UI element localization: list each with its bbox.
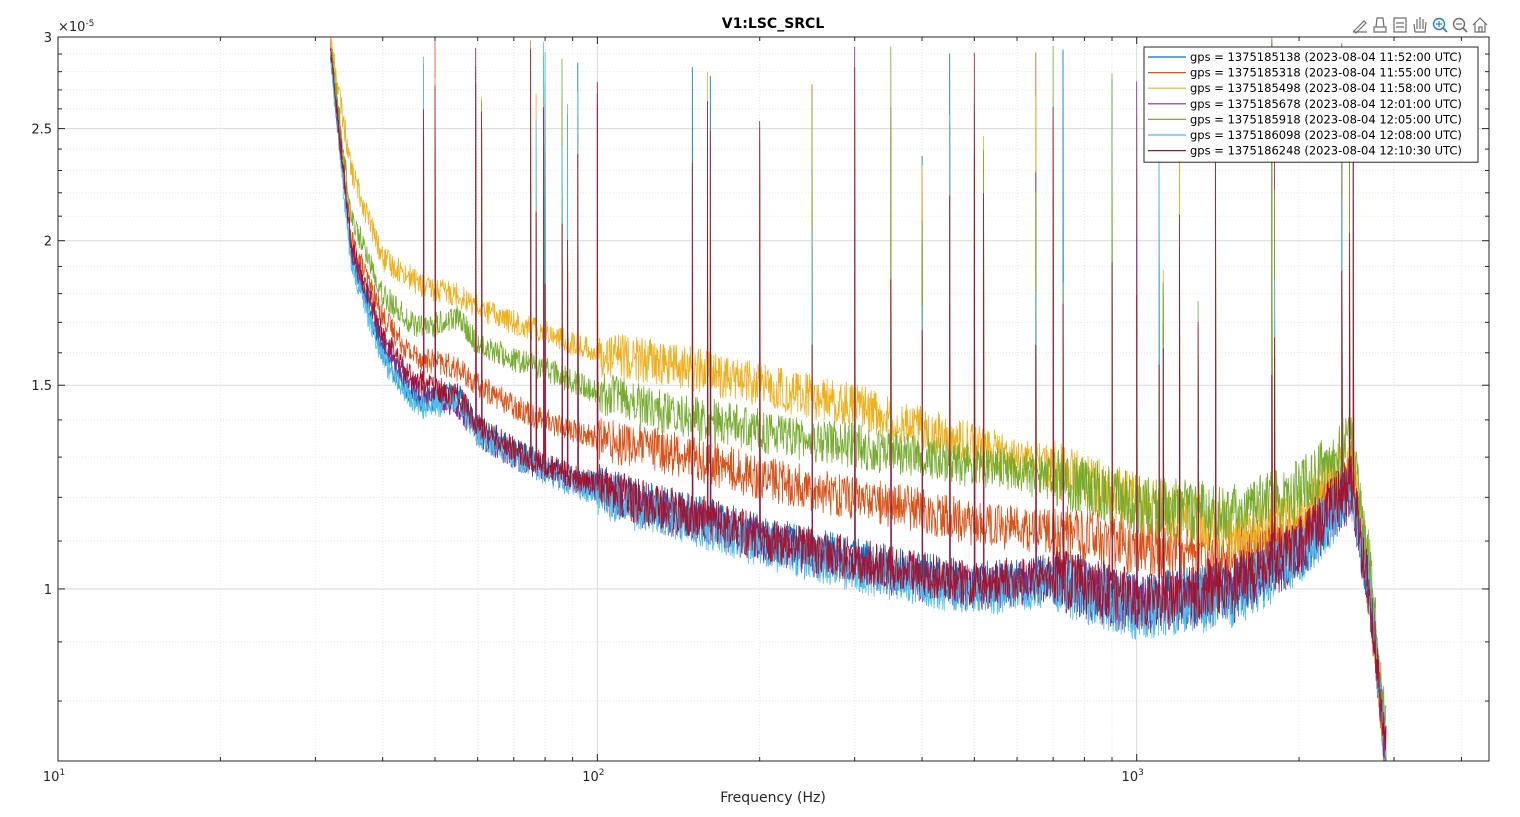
- legend-entry: gps = 1375186248 (2023-08-04 12:10:30 UT…: [1190, 144, 1462, 158]
- legend-box: [1143, 46, 1479, 163]
- y-tick-label: 1: [44, 583, 52, 598]
- y-tick-label: 3: [44, 31, 52, 46]
- legend-entry: gps = 1375185678 (2023-08-04 12:01:00 UT…: [1190, 97, 1462, 111]
- series-line-5: [330, 37, 1387, 729]
- data-cursor-icon[interactable]: [1391, 16, 1409, 34]
- legend-entry: gps = 1375185318 (2023-08-04 11:55:00 UT…: [1190, 66, 1462, 80]
- legend-entry: gps = 1375185138 (2023-08-04 11:52:00 UT…: [1190, 50, 1462, 64]
- plot-series: [330, 37, 1387, 762]
- series-line-2: [330, 37, 1387, 761]
- plot-frame: [57, 36, 1490, 762]
- x-axis-label: Frequency (Hz): [720, 790, 826, 806]
- home-icon[interactable]: [1471, 16, 1489, 34]
- x-tick-label: 103: [1122, 768, 1144, 785]
- axis-ticks: [57, 36, 1489, 761]
- series-line-7: [330, 47, 1387, 759]
- y-tick-label: 2.5: [31, 123, 52, 138]
- print-icon[interactable]: [1371, 16, 1389, 34]
- legend[interactable]: gps = 1375185138 (2023-08-04 11:52:00 UT…: [1143, 46, 1479, 163]
- y-exponent-label: ×10-5: [58, 19, 94, 35]
- chart-title: V1:LSC_SRCL: [722, 16, 825, 32]
- x-tick-label: 102: [582, 768, 604, 785]
- edit-plot-icon[interactable]: [1351, 16, 1369, 34]
- x-tick-labels: 101 102 103: [43, 768, 1144, 785]
- figure-toolbar: [1351, 16, 1489, 34]
- y-tick-label: 2: [44, 235, 52, 250]
- x-tick-label: 101: [43, 768, 65, 785]
- legend-entry: gps = 1375185498 (2023-08-04 11:58:00 UT…: [1190, 81, 1462, 95]
- legend-entry: gps = 1375186098 (2023-08-04 12:08:00 UT…: [1190, 128, 1462, 142]
- legend-entry: gps = 1375185918 (2023-08-04 12:05:00 UT…: [1190, 112, 1462, 126]
- zoom-in-icon[interactable]: [1431, 16, 1449, 34]
- zoom-out-icon[interactable]: [1451, 16, 1469, 34]
- pan-icon[interactable]: [1411, 16, 1429, 34]
- y-tick-labels: 1 1.5 2 2.5 3: [31, 31, 52, 598]
- y-tick-label: 1.5: [31, 379, 52, 394]
